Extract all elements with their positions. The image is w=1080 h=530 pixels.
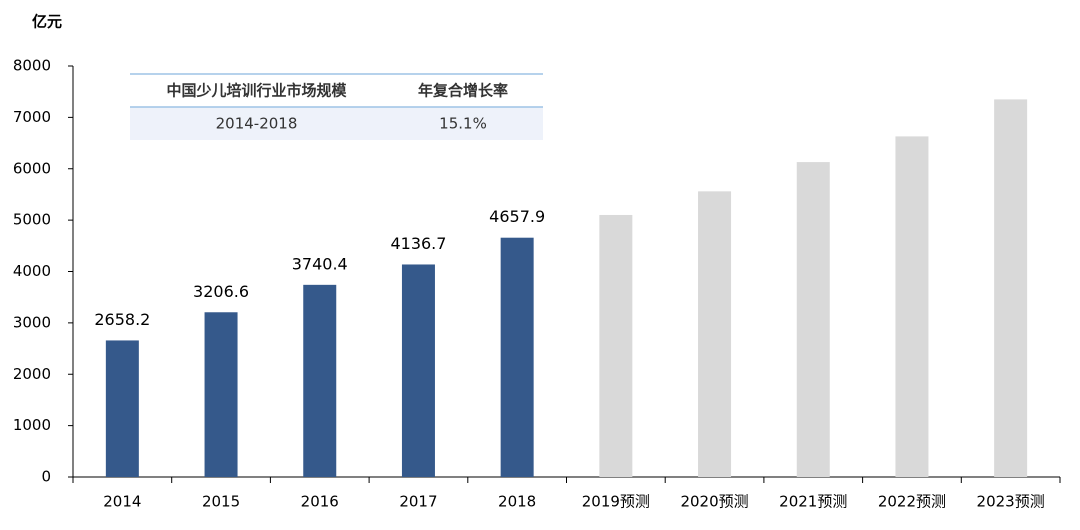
x-tick-label: 2017 bbox=[399, 493, 437, 511]
y-tick-label: 7000 bbox=[13, 108, 51, 126]
x-tick-label: 2022预测 bbox=[878, 493, 946, 511]
y-tick-label: 3000 bbox=[13, 313, 51, 331]
y-tick-label: 6000 bbox=[13, 159, 51, 177]
bar bbox=[895, 136, 929, 478]
data-label: 4657.9 bbox=[489, 207, 545, 226]
y-axis-unit: 亿元 bbox=[32, 13, 62, 31]
table-cell: 2014-2018 bbox=[216, 115, 298, 133]
data-label: 2658.2 bbox=[94, 310, 150, 329]
bar bbox=[105, 340, 139, 477]
x-tick-label: 2016 bbox=[301, 493, 339, 511]
y-tick-label: 2000 bbox=[13, 365, 51, 383]
bar bbox=[303, 284, 337, 477]
x-tick-label: 2021预测 bbox=[779, 493, 847, 511]
table-cell: 15.1% bbox=[439, 115, 487, 133]
bar bbox=[698, 191, 732, 478]
bar bbox=[500, 237, 534, 477]
data-label: 4136.7 bbox=[390, 234, 446, 253]
bar bbox=[401, 264, 435, 477]
x-tick-label: 2014 bbox=[103, 493, 141, 511]
table-header: 中国少儿培训行业市场规模 bbox=[166, 82, 347, 100]
y-tick-label: 0 bbox=[41, 468, 51, 486]
data-label: 3740.4 bbox=[292, 254, 348, 273]
y-tick-label: 4000 bbox=[13, 262, 51, 280]
bar bbox=[204, 312, 238, 477]
x-tick-label: 2020预测 bbox=[680, 493, 748, 511]
x-tick-label: 2019预测 bbox=[582, 493, 650, 511]
y-tick-label: 5000 bbox=[13, 211, 51, 229]
x-tick-label: 2023预测 bbox=[977, 493, 1045, 511]
table-body-bg bbox=[130, 107, 543, 140]
bar bbox=[796, 162, 830, 478]
y-tick-label: 1000 bbox=[13, 416, 51, 434]
y-tick-label: 8000 bbox=[13, 57, 51, 75]
x-tick-label: 2015 bbox=[202, 493, 240, 511]
bar bbox=[599, 214, 633, 478]
table-header: 年复合增长率 bbox=[418, 82, 508, 100]
data-label: 3206.6 bbox=[193, 282, 249, 301]
x-tick-label: 2018 bbox=[498, 493, 536, 511]
bar bbox=[994, 99, 1028, 478]
